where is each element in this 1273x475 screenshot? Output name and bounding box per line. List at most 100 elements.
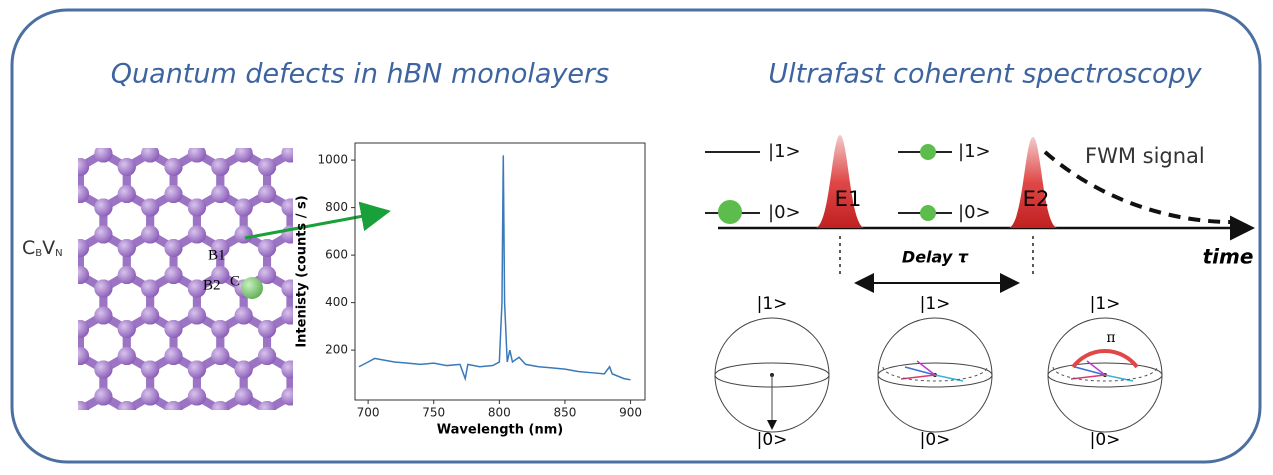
figure: Quantum defects in hBN monolayers Ultraf… xyxy=(0,0,1273,471)
bond xyxy=(33,316,80,370)
x-axis-label: Wavelength (nm) xyxy=(437,423,563,438)
atom xyxy=(211,401,229,419)
atom xyxy=(48,145,66,163)
y-tick-label: 400 xyxy=(325,295,348,309)
atom xyxy=(1,226,19,244)
atom xyxy=(305,428,323,446)
pulse-label: E2 xyxy=(1023,187,1050,211)
atom xyxy=(48,64,66,82)
atom xyxy=(328,307,346,325)
atom xyxy=(281,145,299,163)
atom xyxy=(258,104,276,122)
atom xyxy=(48,280,66,298)
atom xyxy=(328,388,346,406)
atom xyxy=(118,428,136,446)
atom xyxy=(94,307,112,325)
atom xyxy=(24,158,42,176)
pulse-label: E1 xyxy=(835,187,862,211)
atom xyxy=(305,104,323,122)
atom xyxy=(1,388,19,406)
atom xyxy=(235,118,253,136)
population xyxy=(920,205,936,221)
bond xyxy=(314,397,361,451)
atom xyxy=(281,361,299,379)
right-title: Ultrafast coherent spectroscopy xyxy=(768,59,1202,90)
atom xyxy=(328,226,346,244)
atom xyxy=(71,185,89,203)
atom xyxy=(165,104,183,122)
atom xyxy=(118,239,136,257)
atom xyxy=(48,199,66,217)
atom xyxy=(328,118,346,136)
atom xyxy=(211,158,229,176)
atom xyxy=(328,442,346,460)
atom xyxy=(48,280,66,298)
atom xyxy=(211,428,229,446)
atom xyxy=(1,280,19,298)
atom xyxy=(281,118,299,136)
atom xyxy=(305,347,323,365)
atom xyxy=(328,361,346,379)
atom xyxy=(281,118,299,136)
site-label: B2 xyxy=(203,277,221,293)
atom xyxy=(94,199,112,217)
atom xyxy=(352,158,370,176)
atom xyxy=(235,226,253,244)
atom xyxy=(141,118,159,136)
atom xyxy=(24,77,42,95)
state-vector xyxy=(901,375,935,379)
atom xyxy=(48,145,66,163)
atom xyxy=(71,266,89,284)
pulse xyxy=(815,135,865,228)
atom xyxy=(165,347,183,365)
pointer-arrow xyxy=(245,212,385,238)
defect-part: V xyxy=(42,237,55,259)
atom xyxy=(165,104,183,122)
atom xyxy=(188,118,206,136)
atom xyxy=(141,145,159,163)
atom xyxy=(24,266,42,284)
atom xyxy=(1,118,19,136)
delay-label: Delay τ xyxy=(902,248,969,267)
atom xyxy=(118,320,136,338)
atom xyxy=(165,104,183,122)
atom xyxy=(48,361,66,379)
atom xyxy=(24,401,42,419)
atom xyxy=(1,361,19,379)
bloch-spheres: |1>|0>|1>|0>|1>|0>π xyxy=(715,294,1162,450)
atom xyxy=(165,401,183,419)
state-vector xyxy=(1071,375,1105,379)
atom xyxy=(71,104,89,122)
bond xyxy=(290,356,337,410)
atom xyxy=(165,239,183,257)
atom xyxy=(118,158,136,176)
atom xyxy=(71,428,89,446)
state-label: |1> xyxy=(1090,294,1121,314)
atom xyxy=(71,77,89,95)
y-axis-label: Intenisty (counts / s) xyxy=(295,195,310,347)
atom xyxy=(1,145,19,163)
atom xyxy=(1,307,19,325)
atom xyxy=(48,145,66,163)
atom xyxy=(165,266,183,284)
atom xyxy=(258,104,276,122)
lattice xyxy=(1,64,370,460)
site-label: B1 xyxy=(208,247,226,263)
state-label: |1> xyxy=(920,294,951,314)
atom xyxy=(352,185,370,203)
atom xyxy=(235,442,253,460)
atom xyxy=(48,361,66,379)
atom xyxy=(48,361,66,379)
atom xyxy=(94,361,112,379)
atom xyxy=(188,442,206,460)
atom xyxy=(48,388,66,406)
atom xyxy=(328,361,346,379)
atom xyxy=(235,118,253,136)
atom xyxy=(141,226,159,244)
atom xyxy=(211,185,229,203)
x-tick-label: 850 xyxy=(554,406,577,420)
atom xyxy=(24,347,42,365)
atom xyxy=(258,239,276,257)
atom xyxy=(24,320,42,338)
atom xyxy=(118,266,136,284)
